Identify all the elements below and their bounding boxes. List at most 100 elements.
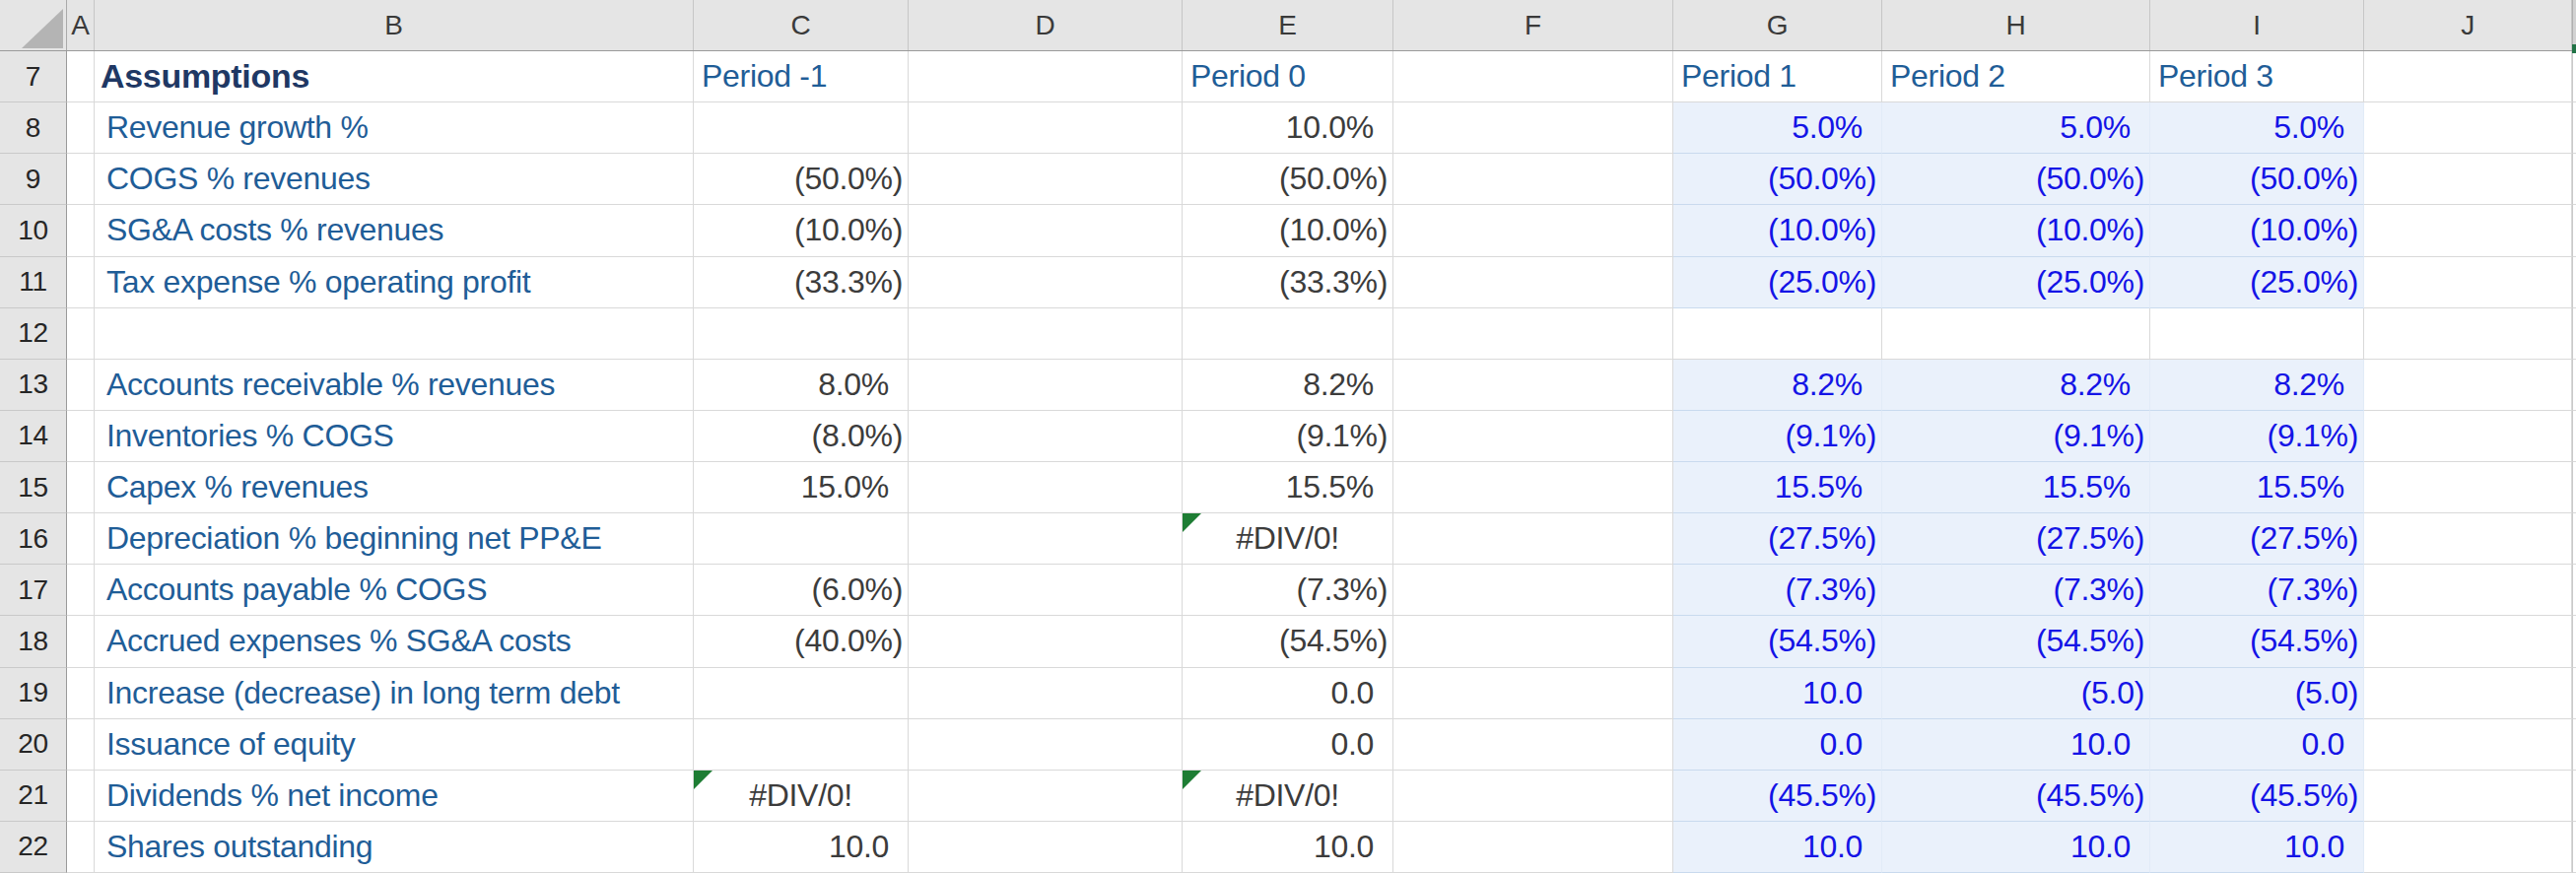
cell-J16[interactable] xyxy=(2364,513,2572,565)
cell-I12[interactable] xyxy=(2150,308,2364,360)
cell-F13[interactable] xyxy=(1393,360,1673,411)
cell-H11[interactable]: (25.0%) xyxy=(1882,257,2150,308)
cell-J7[interactable] xyxy=(2364,51,2572,102)
cell-H9[interactable]: (50.0%) xyxy=(1882,154,2150,205)
cell-B8[interactable]: Revenue growth % xyxy=(95,102,694,154)
cell-C14[interactable]: (8.0%) xyxy=(694,411,909,462)
cell-B18[interactable]: Accrued expenses % SG&A costs xyxy=(95,616,694,667)
cell-G15[interactable]: 15.5% xyxy=(1673,462,1882,513)
cell-A21[interactable] xyxy=(67,771,95,822)
cell-D18[interactable] xyxy=(909,616,1183,667)
cell-I15[interactable]: 15.5% xyxy=(2150,462,2364,513)
cell-C18[interactable]: (40.0%) xyxy=(694,616,909,667)
cell-C13[interactable]: 8.0% xyxy=(694,360,909,411)
cell-H12[interactable] xyxy=(1882,308,2150,360)
cell-I17[interactable]: (7.3%) xyxy=(2150,565,2364,616)
cell-I20[interactable]: 0.0 xyxy=(2150,719,2364,771)
cell-A20[interactable] xyxy=(67,719,95,771)
cell-E7[interactable]: Period 0 xyxy=(1183,51,1393,102)
row-header-21[interactable]: 21 xyxy=(0,771,67,822)
cell-F15[interactable] xyxy=(1393,462,1673,513)
cell-H19[interactable]: (5.0) xyxy=(1882,668,2150,719)
cell-F8[interactable] xyxy=(1393,102,1673,154)
cell-F9[interactable] xyxy=(1393,154,1673,205)
cell-E17[interactable]: (7.3%) xyxy=(1183,565,1393,616)
cell-D8[interactable] xyxy=(909,102,1183,154)
cell-I10[interactable]: (10.0%) xyxy=(2150,205,2364,256)
cell-G19[interactable]: 10.0 xyxy=(1673,668,1882,719)
cell-G13[interactable]: 8.2% xyxy=(1673,360,1882,411)
cell-C21[interactable]: #DIV/0! xyxy=(694,771,909,822)
cell-E13[interactable]: 8.2% xyxy=(1183,360,1393,411)
cell-J22[interactable] xyxy=(2364,822,2572,873)
column-header-H[interactable]: H xyxy=(1882,0,2150,50)
cell-F11[interactable] xyxy=(1393,257,1673,308)
row-header-17[interactable]: 17 xyxy=(0,565,67,616)
row-header-8[interactable]: 8 xyxy=(0,102,67,154)
row-header-19[interactable]: 19 xyxy=(0,668,67,719)
column-header-I[interactable]: I xyxy=(2150,0,2364,50)
column-header-A[interactable]: A xyxy=(67,0,95,50)
cell-H18[interactable]: (54.5%) xyxy=(1882,616,2150,667)
cell-G21[interactable]: (45.5%) xyxy=(1673,771,1882,822)
cell-F19[interactable] xyxy=(1393,668,1673,719)
cell-D15[interactable] xyxy=(909,462,1183,513)
cell-H10[interactable]: (10.0%) xyxy=(1882,205,2150,256)
row-header-7[interactable]: 7 xyxy=(0,51,67,102)
cell-C19[interactable] xyxy=(694,668,909,719)
cell-G16[interactable]: (27.5%) xyxy=(1673,513,1882,565)
cell-A12[interactable] xyxy=(67,308,95,360)
cell-E8[interactable]: 10.0% xyxy=(1183,102,1393,154)
cell-H14[interactable]: (9.1%) xyxy=(1882,411,2150,462)
cell-G9[interactable]: (50.0%) xyxy=(1673,154,1882,205)
cell-I22[interactable]: 10.0 xyxy=(2150,822,2364,873)
cell-E20[interactable]: 0.0 xyxy=(1183,719,1393,771)
cell-H21[interactable]: (45.5%) xyxy=(1882,771,2150,822)
cell-I14[interactable]: (9.1%) xyxy=(2150,411,2364,462)
cell-H22[interactable]: 10.0 xyxy=(1882,822,2150,873)
cell-G22[interactable]: 10.0 xyxy=(1673,822,1882,873)
row-header-14[interactable]: 14 xyxy=(0,411,67,462)
cell-B19[interactable]: Increase (decrease) in long term debt xyxy=(95,668,694,719)
cell-J18[interactable] xyxy=(2364,616,2572,667)
cell-E21[interactable]: #DIV/0! xyxy=(1183,771,1393,822)
select-all-corner[interactable] xyxy=(0,0,67,50)
cell-B17[interactable]: Accounts payable % COGS xyxy=(95,565,694,616)
column-header-F[interactable]: F xyxy=(1393,0,1673,50)
cell-D10[interactable] xyxy=(909,205,1183,256)
cell-J13[interactable] xyxy=(2364,360,2572,411)
cell-E18[interactable]: (54.5%) xyxy=(1183,616,1393,667)
cell-B20[interactable]: Issuance of equity xyxy=(95,719,694,771)
cell-D14[interactable] xyxy=(909,411,1183,462)
cell-B14[interactable]: Inventories % COGS xyxy=(95,411,694,462)
cell-C11[interactable]: (33.3%) xyxy=(694,257,909,308)
cell-I8[interactable]: 5.0% xyxy=(2150,102,2364,154)
cell-B12[interactable] xyxy=(95,308,694,360)
cell-H15[interactable]: 15.5% xyxy=(1882,462,2150,513)
cell-H16[interactable]: (27.5%) xyxy=(1882,513,2150,565)
cell-E11[interactable]: (33.3%) xyxy=(1183,257,1393,308)
cell-J10[interactable] xyxy=(2364,205,2572,256)
cell-E22[interactable]: 10.0 xyxy=(1183,822,1393,873)
cell-A11[interactable] xyxy=(67,257,95,308)
row-header-9[interactable]: 9 xyxy=(0,154,67,205)
cell-F16[interactable] xyxy=(1393,513,1673,565)
cell-F14[interactable] xyxy=(1393,411,1673,462)
column-header-B[interactable]: B xyxy=(95,0,694,50)
cell-E16[interactable]: #DIV/0! xyxy=(1183,513,1393,565)
cell-J8[interactable] xyxy=(2364,102,2572,154)
cell-A13[interactable] xyxy=(67,360,95,411)
cell-I18[interactable]: (54.5%) xyxy=(2150,616,2364,667)
cell-G18[interactable]: (54.5%) xyxy=(1673,616,1882,667)
row-header-15[interactable]: 15 xyxy=(0,462,67,513)
row-header-13[interactable]: 13 xyxy=(0,360,67,411)
column-header-G[interactable]: G xyxy=(1673,0,1882,50)
cell-A8[interactable] xyxy=(67,102,95,154)
cell-E15[interactable]: 15.5% xyxy=(1183,462,1393,513)
cell-F21[interactable] xyxy=(1393,771,1673,822)
cell-A17[interactable] xyxy=(67,565,95,616)
cell-A14[interactable] xyxy=(67,411,95,462)
cell-F12[interactable] xyxy=(1393,308,1673,360)
cell-C12[interactable] xyxy=(694,308,909,360)
cell-B16[interactable]: Depreciation % beginning net PP&E xyxy=(95,513,694,565)
